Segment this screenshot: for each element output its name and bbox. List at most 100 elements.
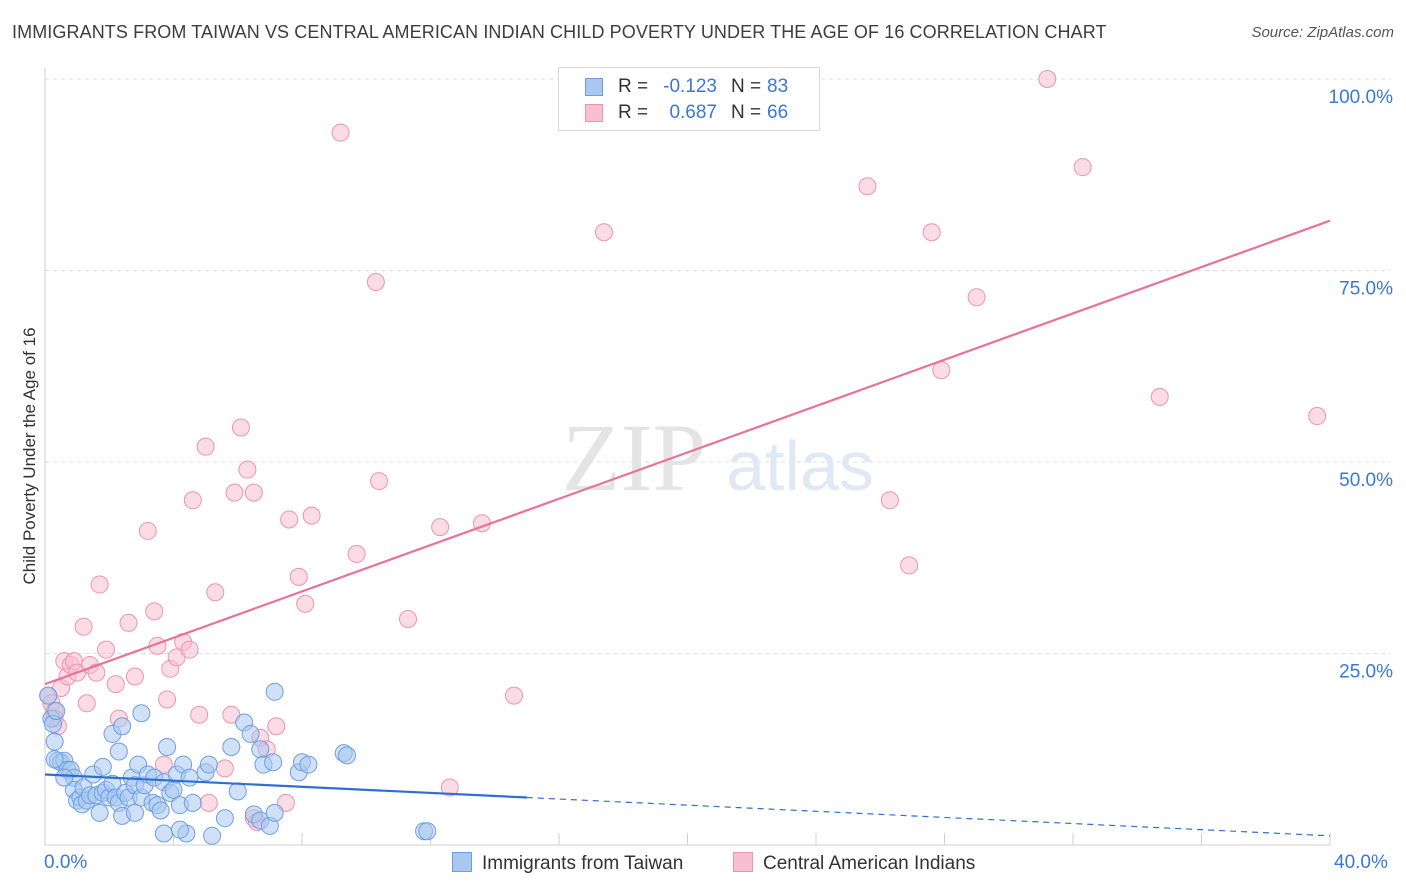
central-american-indians-point [97,640,116,659]
central-american-trendline [44,219,1331,686]
immigrants-from-taiwan-point [154,824,173,843]
immigrants-from-taiwan-point [203,826,222,845]
y-tick-label: 100.0% [1329,87,1394,108]
immigrants-from-taiwan-point [228,782,247,801]
central-american-indians-point [215,759,234,778]
taiwan-trendline [44,773,527,799]
legend-n-value: 66 [767,102,789,123]
central-american-indians-point [399,610,418,629]
source-credit: Source: ZipAtlas.com [1251,24,1394,41]
central-american-indians-point [206,583,225,602]
central-american-indians-point [280,510,299,529]
central-american-indians-point [145,602,164,621]
central-american-indians-point [505,686,524,705]
bottom-legend-central-american: Central American Indians [733,852,975,875]
central-american-indians-point [1150,387,1169,406]
immigrants-from-taiwan-point [93,757,112,776]
y-tick-label: 50.0% [1339,470,1393,491]
central-american-indians-point [158,690,177,709]
y-tick-label: 25.0% [1339,662,1393,683]
immigrants-from-taiwan-point [264,753,283,772]
central-american-indians-point [74,617,93,636]
immigrants-from-taiwan-point [164,780,183,799]
central-american-indians-point [370,472,389,491]
immigrants-from-taiwan-point [265,682,284,701]
central-american-indians-point [154,755,173,774]
immigrants-from-taiwan-point [45,732,64,751]
central-american-indians-point [138,521,157,540]
central-american-indians-point [225,483,244,502]
y-tick-label: 75.0% [1339,279,1393,300]
central-american-indians-point [190,705,209,724]
central-american-indians-point [90,575,109,594]
y-tick-labels: 25.0% 50.0% 75.0% 100.0% [1329,87,1394,683]
central-american-indians-point [296,594,315,613]
immigrants-from-taiwan-point [90,803,109,822]
correlation-legend: R = -0.123 N = 83 R = 0.687 N = 66 [558,67,820,131]
immigrants-from-taiwan-point [170,820,189,839]
central-american-indians-point [196,437,215,456]
immigrants-from-taiwan-point [251,740,270,759]
immigrants-from-taiwan-point [265,803,284,822]
bottom-legend-label: Central American Indians [763,853,976,874]
legend-r-value: -0.123 [663,76,717,97]
immigrants-from-taiwan-points [39,682,437,845]
central-american-indians-point [289,567,308,586]
trendlines [44,219,1331,837]
immigrants-from-taiwan-point [215,809,234,828]
central-american-indians-point [267,717,286,736]
central-american-indians-point [366,272,385,291]
central-american-indians-point [276,793,295,812]
central-american-indians-point [238,460,257,479]
taiwan-trendline-extension [526,796,1331,837]
central-american-indians-point [331,123,350,142]
immigrants-from-taiwan-point [47,701,66,720]
immigrants-from-taiwan-point [151,801,170,820]
central-american-indians-point [1308,407,1327,426]
immigrants-from-taiwan-point [45,750,64,769]
gridlines [45,78,1390,654]
x-tick-max: 40.0% [1334,852,1388,873]
central-american-indians-point [858,177,877,196]
immigrants-from-taiwan-point [180,768,199,787]
central-american-indians-point [125,667,144,686]
central-american-indians-point [106,675,125,694]
central-american-indians-point [440,778,459,797]
x-tick-min: 0.0% [44,852,88,873]
watermark-zip: ZIP [562,404,706,511]
bottom-legend-swatch-pink [733,852,753,872]
immigrants-from-taiwan-point [418,822,437,841]
immigrants-from-taiwan-point [113,717,132,736]
legend-swatch-blue [585,78,603,96]
central-american-indians-point [302,506,321,525]
chart-title: IMMIGRANTS FROM TAIWAN VS CENTRAL AMERIC… [12,22,1107,42]
central-american-indians-point [119,613,138,632]
central-american-indians-point [880,491,899,510]
central-american-indians-point [900,556,919,575]
central-american-indians-point [244,483,263,502]
legend-n-value: 83 [767,76,789,97]
immigrants-from-taiwan-point [55,768,74,787]
bottom-legend-taiwan: Immigrants from Taiwan [452,852,683,875]
immigrants-from-taiwan-point [125,803,144,822]
legend-n-label: N = [731,76,762,97]
central-american-indians-point [199,793,218,812]
immigrants-from-taiwan-point [183,793,202,812]
central-american-indians-point [231,418,250,437]
central-american-indians-point [77,694,96,713]
central-american-indians-point [431,518,450,537]
legend-swatch-pink [585,104,603,122]
central-american-indians-point [967,288,986,307]
central-american-indians-point [180,640,199,659]
central-american-indians-point [1038,70,1057,88]
immigrants-from-taiwan-point [241,724,260,743]
immigrants-from-taiwan-point [109,742,128,761]
legend-n-label: N = [731,102,762,123]
legend-r-label: R = [618,76,649,97]
legend-r-value: 0.687 [669,102,717,123]
central-american-indians-point [594,223,613,242]
immigrants-from-taiwan-point [39,686,58,705]
watermark: ZIP atlas [562,404,874,511]
immigrants-from-taiwan-point [132,704,151,723]
